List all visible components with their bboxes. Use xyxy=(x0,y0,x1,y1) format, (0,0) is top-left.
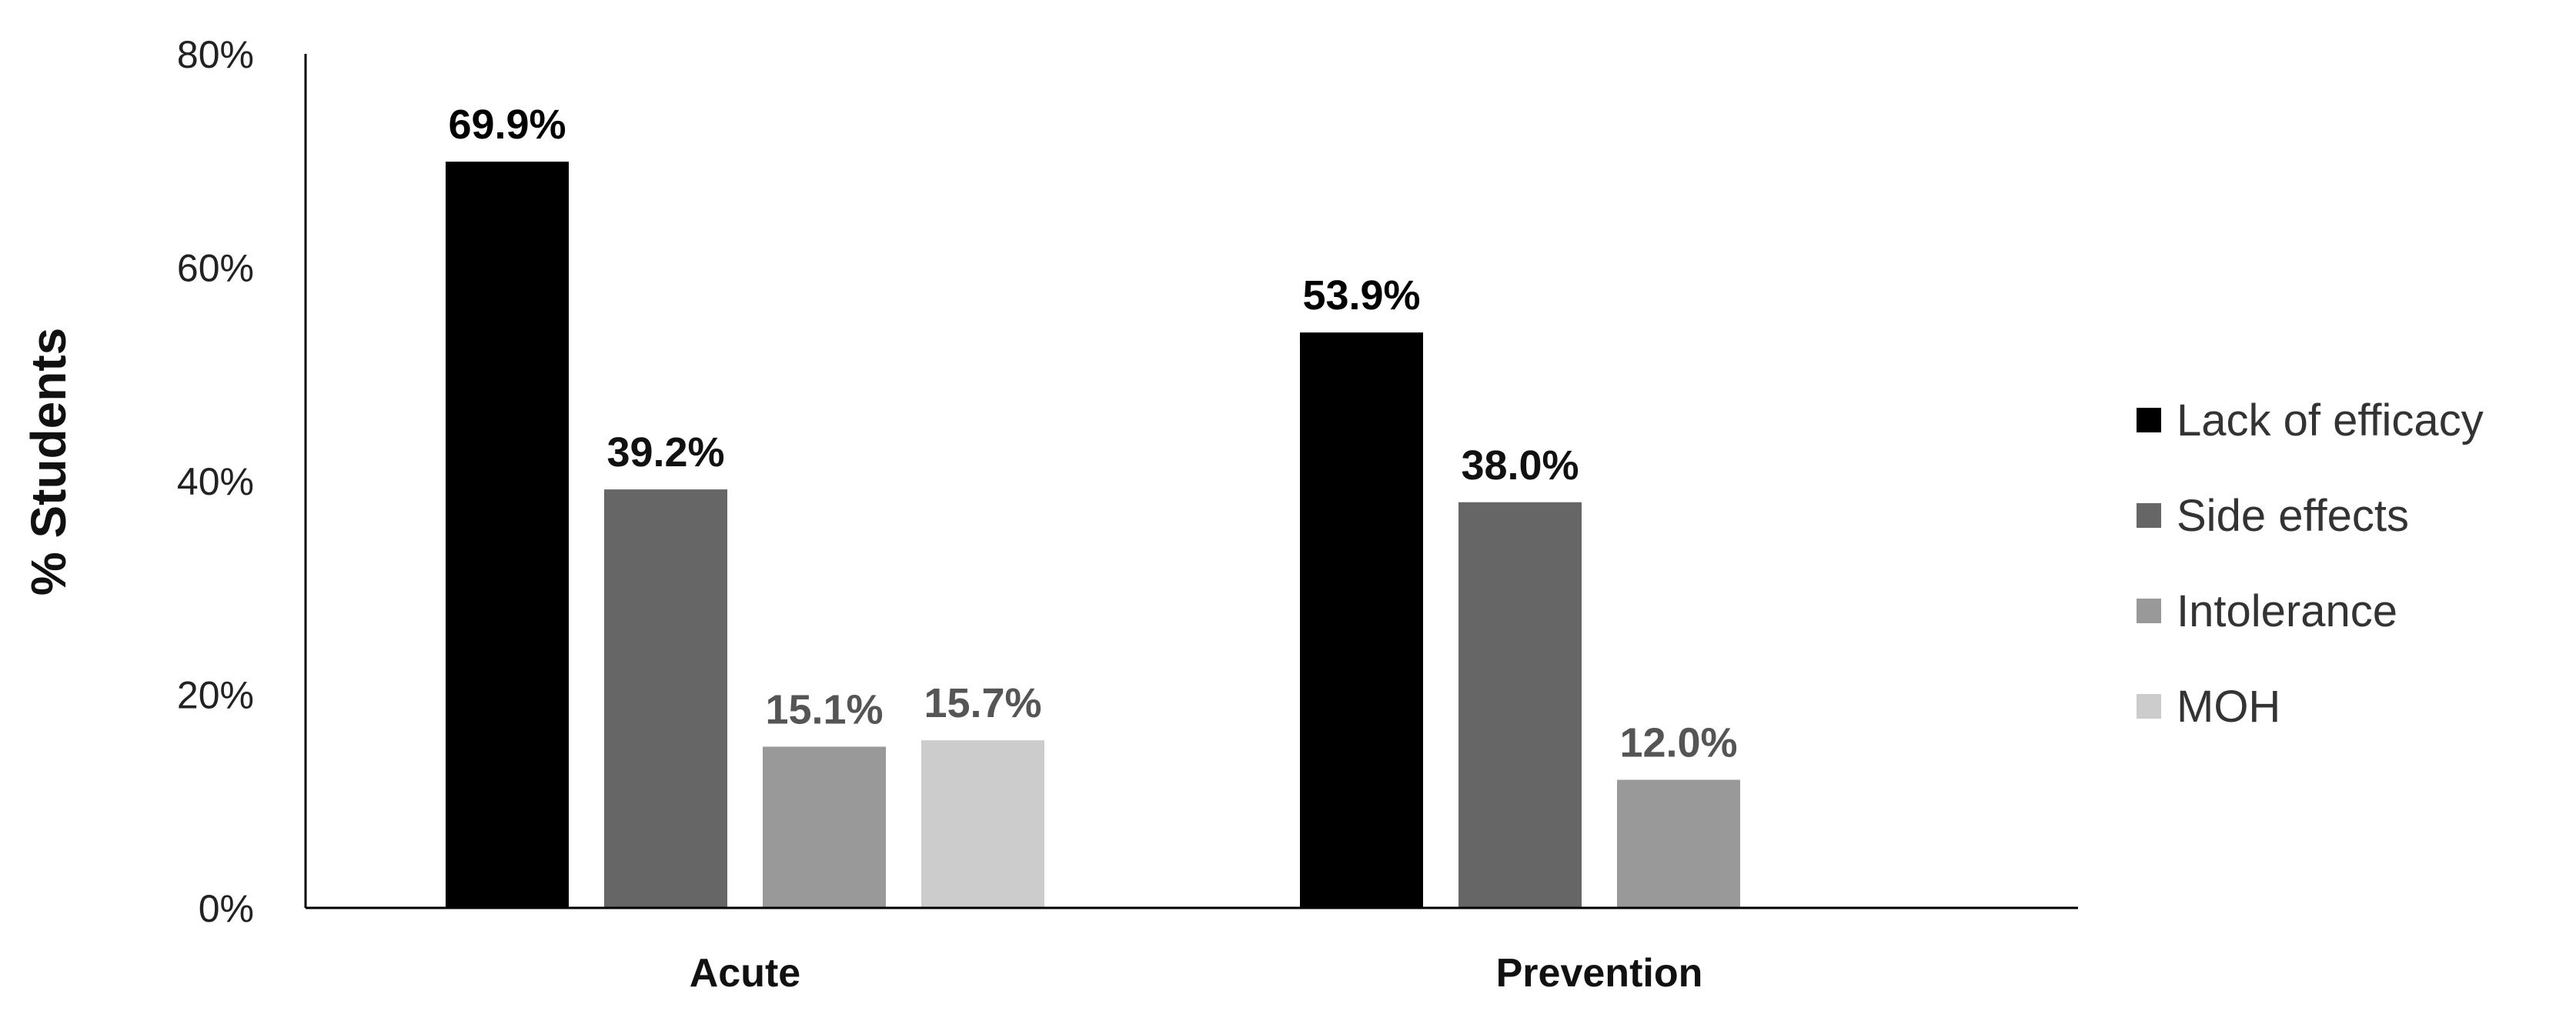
bar-intolerance-acute xyxy=(763,746,886,908)
y-tick-label: 80% xyxy=(177,33,254,76)
data-label: 53.9% xyxy=(1302,272,1420,319)
data-label: 38.0% xyxy=(1461,442,1579,489)
legend-swatch xyxy=(2137,694,2161,719)
legend-label: Lack of efficacy xyxy=(2177,395,2484,445)
bar-intolerance-prevention xyxy=(1617,779,1740,908)
y-tick-label: 40% xyxy=(177,460,254,503)
data-label: 15.7% xyxy=(924,680,1041,726)
legend-swatch xyxy=(2137,503,2161,528)
legend-swatch xyxy=(2137,599,2161,623)
x-category-label: Acute xyxy=(690,951,800,996)
y-axis-label-group: % Students xyxy=(21,328,76,596)
bars xyxy=(446,162,1740,908)
data-label: 69.9% xyxy=(448,102,566,148)
data-labels: 69.9% 39.2% 15.1% 15.7% 53.9% 38.0% 12.0% xyxy=(448,102,1737,766)
bar-lack-of-efficacy-acute xyxy=(446,162,569,908)
bar-side-effects-prevention xyxy=(1458,502,1582,908)
y-axis-ticks: 0% 20% 40% 60% 80% xyxy=(177,33,254,930)
y-axis-label: % Students xyxy=(21,328,76,596)
data-label: 12.0% xyxy=(1619,720,1737,766)
bar-moh-acute xyxy=(921,740,1044,908)
legend-label: Intolerance xyxy=(2177,586,2397,636)
data-label: 15.1% xyxy=(765,686,883,732)
legend-label: MOH xyxy=(2177,682,2280,732)
data-label: 39.2% xyxy=(606,429,724,475)
legend: Lack of efficacy Side effects Intolerance M… xyxy=(2137,395,2484,732)
legend-label: Side effects xyxy=(2177,491,2409,541)
x-axis-categories: Acute Prevention xyxy=(690,951,1703,996)
axes xyxy=(304,54,2078,909)
y-tick-label: 60% xyxy=(177,247,254,290)
x-category-label: Prevention xyxy=(1496,951,1703,996)
y-tick-label: 20% xyxy=(177,674,254,717)
bar-lack-of-efficacy-prevention xyxy=(1300,332,1423,908)
y-tick-label: 0% xyxy=(199,887,254,930)
bar-side-effects-acute xyxy=(604,489,727,908)
legend-swatch xyxy=(2137,408,2161,432)
